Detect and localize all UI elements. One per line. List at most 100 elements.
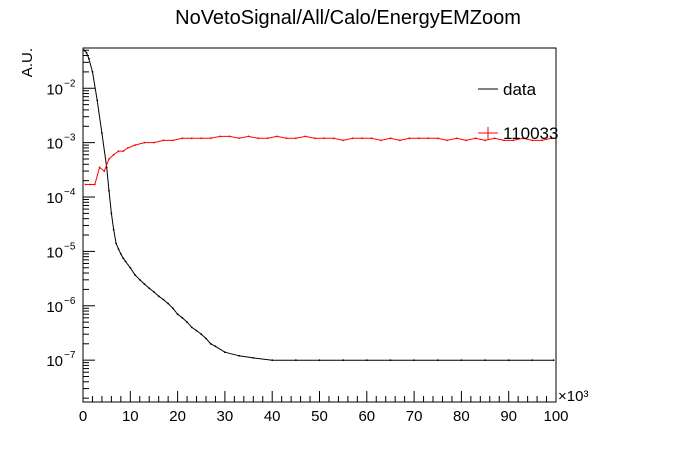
data-point-data-47	[507, 359, 510, 362]
data-point-data-17	[138, 278, 141, 281]
data-point-110033-5	[108, 158, 110, 160]
data-point-data-27	[186, 321, 189, 323]
data-point-110033-1	[89, 183, 91, 186]
data-point-110033-10	[134, 144, 136, 147]
data-point-data-22	[162, 298, 165, 301]
data-point-110033-17	[200, 137, 203, 140]
data-point-110033-53	[540, 139, 543, 142]
y-tick-exponent: −2	[64, 78, 76, 89]
x-tick-label: 100	[543, 408, 568, 425]
data-point-data-39	[318, 359, 321, 362]
data-point-110033-49	[503, 139, 505, 142]
data-point-110033-4	[103, 170, 106, 173]
data-point-110033-15	[181, 137, 184, 140]
data-point-110033-42	[436, 137, 439, 140]
data-point-110033-46	[474, 137, 477, 140]
data-point-data-45	[460, 359, 463, 362]
data-point-110033-9	[127, 147, 129, 149]
data-point-110033-24	[266, 137, 269, 140]
data-point-data-41	[365, 359, 368, 362]
data-point-data-44	[436, 359, 439, 362]
data-point-data-21	[157, 295, 160, 298]
data-point-data-16	[134, 274, 136, 276]
data-point-data-10	[115, 242, 117, 245]
y-tick-label: 10	[46, 244, 63, 261]
data-point-data-37	[271, 359, 274, 362]
legend-item-data: data	[478, 80, 537, 99]
data-point-data-9	[112, 228, 115, 231]
data-point-data-34	[224, 351, 226, 354]
data-point-data-36	[252, 357, 255, 359]
data-point-110033-35	[370, 137, 373, 140]
data-point-data-13	[122, 257, 125, 260]
data-point-110033-37	[389, 137, 392, 140]
data-point-data-38	[295, 359, 297, 362]
data-point-110033-21	[238, 137, 241, 140]
x-tick-label: 90	[500, 408, 517, 425]
data-point-110033-7	[117, 150, 120, 153]
legend-label: data	[503, 80, 537, 99]
data-point-110033-8	[122, 150, 125, 153]
data-point-data-14	[124, 260, 127, 263]
data-point-110033-20	[228, 135, 231, 138]
data-point-110033-44	[455, 137, 458, 140]
data-point-110033-27	[295, 137, 297, 140]
x-tick-label: 0	[79, 408, 87, 425]
data-point-110033-18	[209, 137, 212, 140]
data-point-110033-50	[512, 139, 515, 142]
data-point-data-26	[181, 316, 184, 319]
data-point-data-15	[129, 266, 132, 269]
data-point-data-7	[108, 189, 110, 192]
data-point-data-31	[205, 337, 207, 340]
data-point-110033-11	[143, 141, 146, 144]
data-point-110033-51	[522, 137, 524, 140]
x-tick-label: 10	[122, 408, 139, 425]
data-point-data-30	[200, 333, 203, 336]
x-tick-label: 50	[311, 408, 328, 425]
data-point-110033-52	[531, 139, 534, 142]
data-point-110033-12	[153, 141, 155, 144]
data-point-data-4	[96, 99, 99, 102]
data-point-110033-32	[342, 139, 345, 142]
data-point-data-19	[148, 287, 151, 290]
y-tick-label: 10	[46, 299, 63, 316]
x-tick-label: 60	[358, 408, 375, 425]
data-point-110033-19	[219, 135, 222, 138]
data-point-110033-39	[408, 137, 411, 140]
data-point-110033-47	[484, 139, 486, 142]
data-point-110033-29	[313, 137, 316, 140]
x-tick-label: 40	[264, 408, 281, 425]
data-point-110033-0	[84, 183, 87, 186]
data-point-data-49	[552, 359, 555, 362]
data-point-data-24	[172, 307, 174, 310]
y-tick-exponent: −6	[64, 296, 76, 307]
data-point-data-42	[389, 359, 392, 362]
x-tick-label: 20	[169, 408, 186, 425]
x-axis: 0 10 20 30 40 50 60 70 80 90 100	[79, 391, 569, 425]
x-tick-label: 30	[217, 408, 234, 425]
data-point-data-1	[85, 51, 88, 54]
data-point-data-43	[413, 359, 415, 362]
data-point-data-35	[238, 354, 241, 357]
data-point-data-18	[143, 283, 146, 285]
data-point-110033-36	[380, 139, 382, 142]
data-point-110033-40	[417, 137, 420, 140]
series-110033	[84, 135, 553, 186]
x-axis-multiplier: ×10³	[558, 388, 588, 405]
data-point-110033-6	[112, 153, 115, 156]
data-point-data-32	[209, 342, 212, 345]
data-point-110033-31	[332, 137, 335, 140]
data-point-110033-45	[465, 139, 467, 142]
data-point-data-28	[190, 326, 193, 329]
data-point-data-8	[110, 212, 113, 215]
y-tick-exponent: −7	[64, 350, 76, 361]
legend: data 110033	[478, 80, 558, 143]
y-tick-label: 10	[46, 190, 63, 207]
data-point-110033-16	[190, 137, 193, 140]
data-point-110033-3	[98, 166, 101, 169]
data-point-110033-14	[172, 139, 174, 142]
legend-item-110033: 110033	[478, 124, 558, 143]
data-point-110033-34	[361, 137, 363, 140]
data-point-110033-41	[427, 137, 430, 140]
